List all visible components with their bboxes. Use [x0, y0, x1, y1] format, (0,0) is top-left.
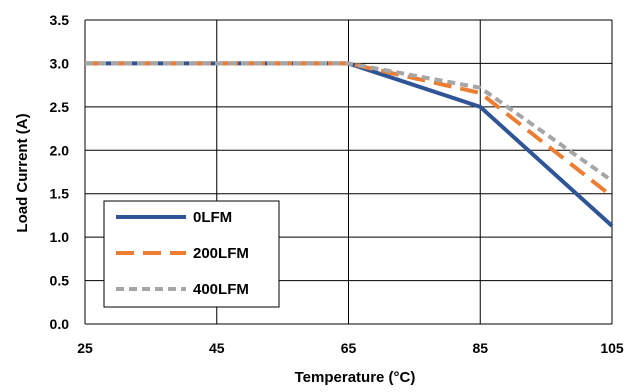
series-line-400LFM [85, 61, 614, 183]
y-axis-title: Load Current (A) [14, 113, 31, 232]
x-tick-label: 105 [600, 340, 624, 356]
y-tick-label: 0.5 [50, 273, 70, 289]
legend-label: 0LFM [193, 209, 232, 226]
y-tick-label: 3.5 [50, 12, 70, 28]
y-tick-label: 1.0 [50, 229, 70, 245]
legend-label: 200LFM [193, 245, 249, 262]
y-tick-label: 2.0 [50, 142, 70, 158]
x-tick-label: 25 [77, 340, 93, 356]
series-line-200LFM [85, 61, 614, 198]
series-lines [85, 61, 614, 228]
y-tick-label: 0.0 [50, 316, 70, 332]
y-tick-label: 2.5 [50, 99, 70, 115]
y-tick-label: 1.5 [50, 186, 70, 202]
x-tick-label: 85 [472, 340, 488, 356]
y-tick-label: 3.0 [50, 55, 70, 71]
x-tick-label: 45 [209, 340, 225, 356]
legend: 0LFM 200LFM 400LFM [103, 200, 280, 308]
x-tick-label: 65 [341, 340, 357, 356]
legend-label: 400LFM [193, 281, 249, 298]
tick-labels: 0.0 0.5 1.0 1.5 2.0 2.5 3.0 3.5 25 45 65 85 105 [50, 12, 624, 356]
x-axis-title: Temperature (°C) [295, 369, 416, 386]
